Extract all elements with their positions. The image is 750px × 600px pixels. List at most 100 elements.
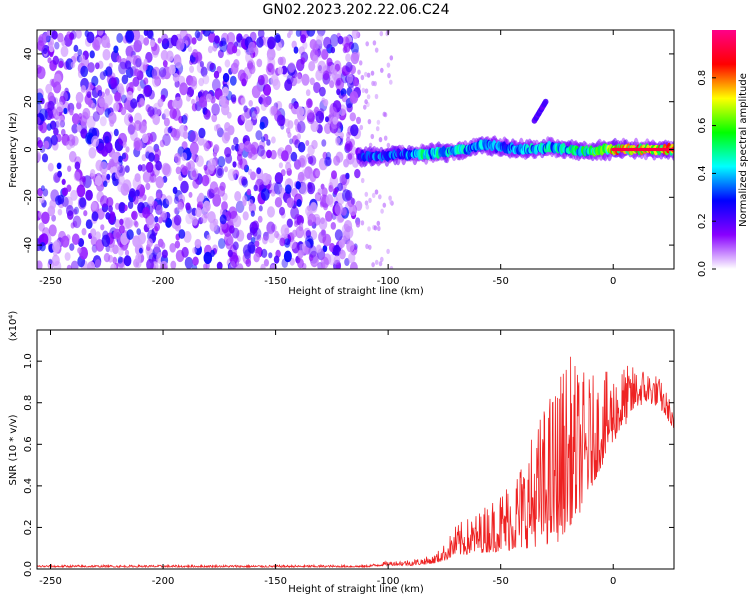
spectrogram-cell: [97, 89, 103, 97]
spectrogram-cell: [135, 253, 142, 263]
x-tick-label: -50: [493, 276, 509, 287]
spectrogram-cell: [117, 83, 124, 94]
spectrogram-cell: [298, 157, 306, 167]
spectrogram-cell: [284, 79, 293, 91]
spectrogram-cell: [37, 152, 41, 162]
spectrogram-cell: [247, 168, 253, 176]
spectrogram-cell: [380, 256, 384, 262]
spectrogram-cell: [191, 98, 196, 105]
spectrogram-cell: [149, 39, 155, 48]
spectrogram-cell: [214, 35, 220, 44]
spectrogram-cell: [194, 238, 202, 249]
spectrogram-cell: [354, 168, 361, 179]
spectrogram-x-label: Height of straight line (km): [288, 286, 424, 297]
spectrogram-cell: [75, 91, 84, 104]
spectrogram-cell: [242, 199, 247, 207]
spectrogram-cell: [179, 82, 189, 96]
spectrogram-cell: [114, 171, 121, 180]
spectrogram-cell: [199, 89, 205, 98]
spectrogram-cell: [379, 30, 384, 37]
y-tick-label: 0.8: [23, 395, 34, 411]
spectrogram-cell: [95, 62, 100, 70]
spectrogram-cell: [121, 94, 127, 104]
spectrogram-cell: [248, 41, 256, 54]
figure-title: GN02.2023.202.22.06.C24: [263, 2, 450, 18]
spectrogram-cell: [283, 238, 291, 248]
spectrogram-cell: [326, 57, 333, 67]
spectrogram-cell: [202, 30, 211, 37]
spectrogram-cell: [118, 201, 126, 212]
spectrogram-cell: [238, 142, 245, 152]
x-tick-label: 0: [610, 576, 616, 587]
spectrogram-cell: [374, 47, 379, 53]
spectrogram-cell: [233, 173, 238, 181]
spectrogram-cell: [382, 111, 387, 117]
spectrogram-cell: [222, 86, 229, 97]
spectrogram-cell: [286, 197, 295, 209]
spectrogram-cell: [235, 200, 245, 213]
spectrogram-cell: [180, 201, 185, 208]
spectrogram-cell: [330, 222, 336, 230]
spectrogram-cell: [122, 141, 127, 148]
spectrogram-cell: [365, 243, 369, 249]
spectrogram-cell: [297, 120, 306, 134]
spectrogram-cell: [366, 72, 371, 78]
spectrogram-cell: [121, 152, 127, 160]
spectrogram-cell: [142, 206, 151, 219]
spectrogram-cell: [123, 97, 133, 111]
spectrogram-cell: [158, 216, 163, 224]
spectrogram-cell: [308, 254, 314, 262]
spectrogram-cell: [370, 70, 375, 76]
spectrogram-cell: [248, 100, 253, 107]
spectrogram-cell: [258, 205, 263, 212]
spectrogram-cell: [200, 213, 208, 224]
spectrogram-cell: [141, 133, 149, 144]
spectrogram-cell: [174, 152, 181, 163]
spectrogram-cell: [127, 44, 137, 58]
y-tick-label: 0: [23, 146, 34, 152]
spectrogram-cell: [191, 170, 197, 178]
spectrogram-cell: [256, 167, 262, 175]
spectrogram-cell: [118, 247, 124, 256]
spectrogram-cell: [339, 249, 346, 260]
spectrogram-cell: [92, 111, 100, 122]
spectrogram-y-ticks: -40 -20 0 20 40: [23, 48, 674, 253]
spectrogram-cell: [261, 248, 268, 258]
spectrogram-cell: [380, 208, 384, 214]
spectrogram-cell: [353, 77, 359, 87]
spectrogram-cell: [124, 165, 130, 173]
spectrogram-cell: [128, 116, 134, 123]
spectrogram-cell: [370, 133, 375, 140]
spectrogram-cell: [251, 220, 260, 232]
spectrogram-cell: [161, 33, 169, 44]
spectrogram-cell: [69, 243, 75, 251]
spectrogram-cell: [244, 107, 252, 119]
spectrogram-cell: [386, 142, 391, 148]
spectrogram-cell: [248, 64, 256, 75]
spectrogram-cell: [318, 157, 328, 171]
spectrogram-cell: [189, 141, 199, 155]
spectrogram-cell: [297, 258, 304, 269]
spectrogram-cell: [267, 206, 275, 218]
spectrogram-cell: [208, 31, 216, 43]
spectrogram-cell: [97, 30, 104, 36]
spectrogram-cell: [286, 218, 293, 228]
spectrogram-cell: [279, 56, 286, 66]
spectrogram-cell: [80, 65, 89, 78]
spectrogram-cell: [373, 81, 377, 87]
spectrogram-cell: [101, 35, 110, 48]
spectrogram-cell: [371, 192, 376, 198]
spectrogram-cell: [76, 101, 82, 110]
spectrogram-cell: [274, 230, 279, 239]
spectrogram-cell: [345, 53, 351, 62]
spectrogram-cell: [357, 69, 361, 75]
spectrogram-cell: [364, 88, 369, 94]
y-tick-label: -20: [23, 189, 34, 205]
spectrogram-cell: [328, 254, 336, 266]
spectrogram-cell: [345, 136, 351, 144]
spectrogram-cell: [191, 153, 196, 161]
spectrogram-cell: [333, 155, 341, 166]
spectrogram-cell: [233, 136, 239, 146]
y-tick-label: 0.2: [23, 519, 34, 535]
